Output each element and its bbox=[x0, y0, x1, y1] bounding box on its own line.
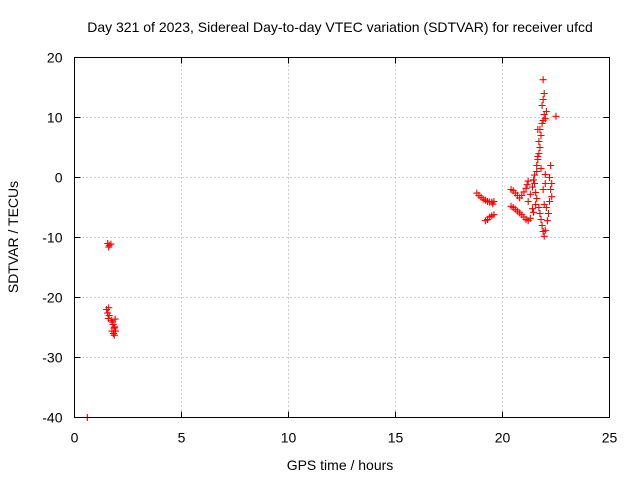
data-point bbox=[112, 327, 120, 335]
data-point bbox=[548, 180, 556, 187]
x-tick-labels: 0 5 10 15 20 25 bbox=[71, 430, 618, 446]
x-tick-label: 15 bbox=[388, 430, 404, 446]
x-tick-label: 25 bbox=[602, 430, 618, 446]
y-axis-label: SDTVAR / TECUs bbox=[5, 181, 21, 293]
y-tick-label: -40 bbox=[42, 410, 62, 426]
data-point bbox=[540, 232, 548, 240]
data-point bbox=[520, 188, 528, 196]
data-point bbox=[542, 204, 550, 211]
y-tick-label: 10 bbox=[47, 110, 63, 126]
data-point bbox=[105, 304, 113, 312]
data-point bbox=[536, 144, 544, 151]
data-point bbox=[528, 205, 536, 213]
data-point bbox=[110, 331, 118, 339]
y-tick-labels: -40 -30 -20 -10 0 10 20 bbox=[42, 50, 62, 426]
data-point bbox=[546, 174, 554, 181]
data-point bbox=[545, 210, 553, 217]
x-axis-label: GPS time / hours bbox=[287, 457, 394, 473]
data-point bbox=[534, 126, 542, 133]
data-point bbox=[541, 180, 549, 187]
data-point bbox=[530, 176, 538, 184]
data-point bbox=[526, 190, 534, 198]
x-tick-label: 0 bbox=[71, 430, 79, 446]
chart-title: Day 321 of 2023, Sidereal Day-to-day VTE… bbox=[87, 19, 593, 35]
data-point bbox=[537, 165, 545, 172]
x-tick-label: 20 bbox=[495, 430, 511, 446]
data-point bbox=[548, 193, 556, 201]
data-point bbox=[489, 200, 497, 208]
data-point bbox=[538, 120, 546, 127]
y-tick-label: -20 bbox=[42, 290, 62, 306]
y-tick-label: 0 bbox=[55, 170, 63, 186]
data-point bbox=[111, 323, 119, 331]
data-point bbox=[530, 208, 538, 216]
data-point bbox=[533, 162, 541, 169]
data-point bbox=[541, 226, 549, 234]
data-point bbox=[523, 181, 531, 189]
y-tick-label: 20 bbox=[47, 50, 63, 66]
plot-frame bbox=[74, 57, 610, 418]
data-point bbox=[533, 195, 541, 202]
data-point bbox=[539, 76, 547, 84]
data-point bbox=[543, 217, 551, 225]
data-point bbox=[522, 184, 530, 192]
data-point bbox=[531, 180, 539, 187]
data-point bbox=[104, 240, 112, 247]
x-tick-label: 5 bbox=[178, 430, 186, 446]
data-point bbox=[547, 186, 555, 193]
data-point bbox=[538, 102, 546, 109]
data-points bbox=[83, 76, 560, 421]
data-point bbox=[533, 168, 541, 175]
data-point bbox=[535, 138, 543, 145]
y-tick-label: -30 bbox=[42, 350, 62, 366]
data-point bbox=[105, 312, 113, 319]
data-point bbox=[528, 183, 536, 191]
data-point bbox=[490, 211, 498, 219]
grid-lines bbox=[74, 57, 610, 418]
data-point bbox=[552, 112, 560, 120]
data-point bbox=[535, 204, 543, 211]
data-point bbox=[531, 171, 539, 179]
data-point bbox=[535, 150, 543, 157]
data-point bbox=[524, 198, 532, 205]
data-point bbox=[540, 90, 548, 97]
data-point bbox=[541, 171, 549, 178]
data-point bbox=[109, 318, 117, 326]
data-point bbox=[547, 162, 555, 169]
x-tick-label: 10 bbox=[281, 430, 297, 446]
data-point bbox=[539, 186, 547, 193]
data-point bbox=[537, 216, 545, 223]
data-point bbox=[538, 222, 546, 229]
data-point bbox=[537, 132, 545, 139]
data-point bbox=[518, 192, 526, 199]
data-point bbox=[532, 201, 540, 208]
data-point bbox=[542, 108, 550, 115]
y-tick-label: -10 bbox=[42, 230, 62, 246]
data-point bbox=[105, 243, 113, 251]
data-point bbox=[536, 210, 544, 217]
data-point bbox=[541, 115, 549, 123]
data-point bbox=[546, 198, 554, 205]
data-point bbox=[532, 189, 540, 196]
data-point bbox=[524, 177, 532, 185]
data-point bbox=[534, 153, 542, 160]
data-point bbox=[539, 96, 547, 103]
data-point bbox=[526, 214, 534, 222]
